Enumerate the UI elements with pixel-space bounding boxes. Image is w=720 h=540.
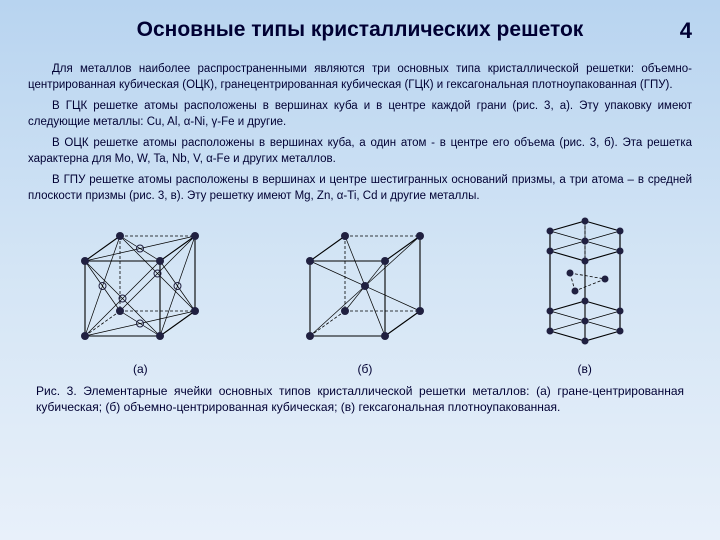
header: Основные типы кристаллических решеток 4 bbox=[28, 18, 692, 44]
diagram-row: (а) (б) bbox=[28, 226, 692, 376]
label-b: (б) bbox=[290, 362, 440, 376]
page-title: Основные типы кристаллических решеток bbox=[68, 18, 652, 42]
paragraph-4: В ГПУ решетке атомы расположены в вершин… bbox=[28, 173, 692, 204]
figure-caption: Рис. 3. Элементарные ячейки основных тип… bbox=[28, 384, 692, 415]
fcc-icon bbox=[65, 221, 215, 356]
paragraph-2: В ГЦК решетке атомы расположены в вершин… bbox=[28, 99, 692, 130]
diagram-hcp: (в) bbox=[515, 211, 655, 376]
page-number: 4 bbox=[652, 18, 692, 44]
paragraph-3: В ОЦК решетке атомы расположены в вершин… bbox=[28, 136, 692, 167]
paragraph-1: Для металлов наиболее распространенными … bbox=[28, 62, 692, 93]
diagram-fcc: (а) bbox=[65, 221, 215, 376]
bcc-icon bbox=[290, 221, 440, 356]
diagram-bcc: (б) bbox=[290, 221, 440, 376]
label-c: (в) bbox=[515, 362, 655, 376]
hcp-icon bbox=[515, 211, 655, 356]
label-a: (а) bbox=[65, 362, 215, 376]
